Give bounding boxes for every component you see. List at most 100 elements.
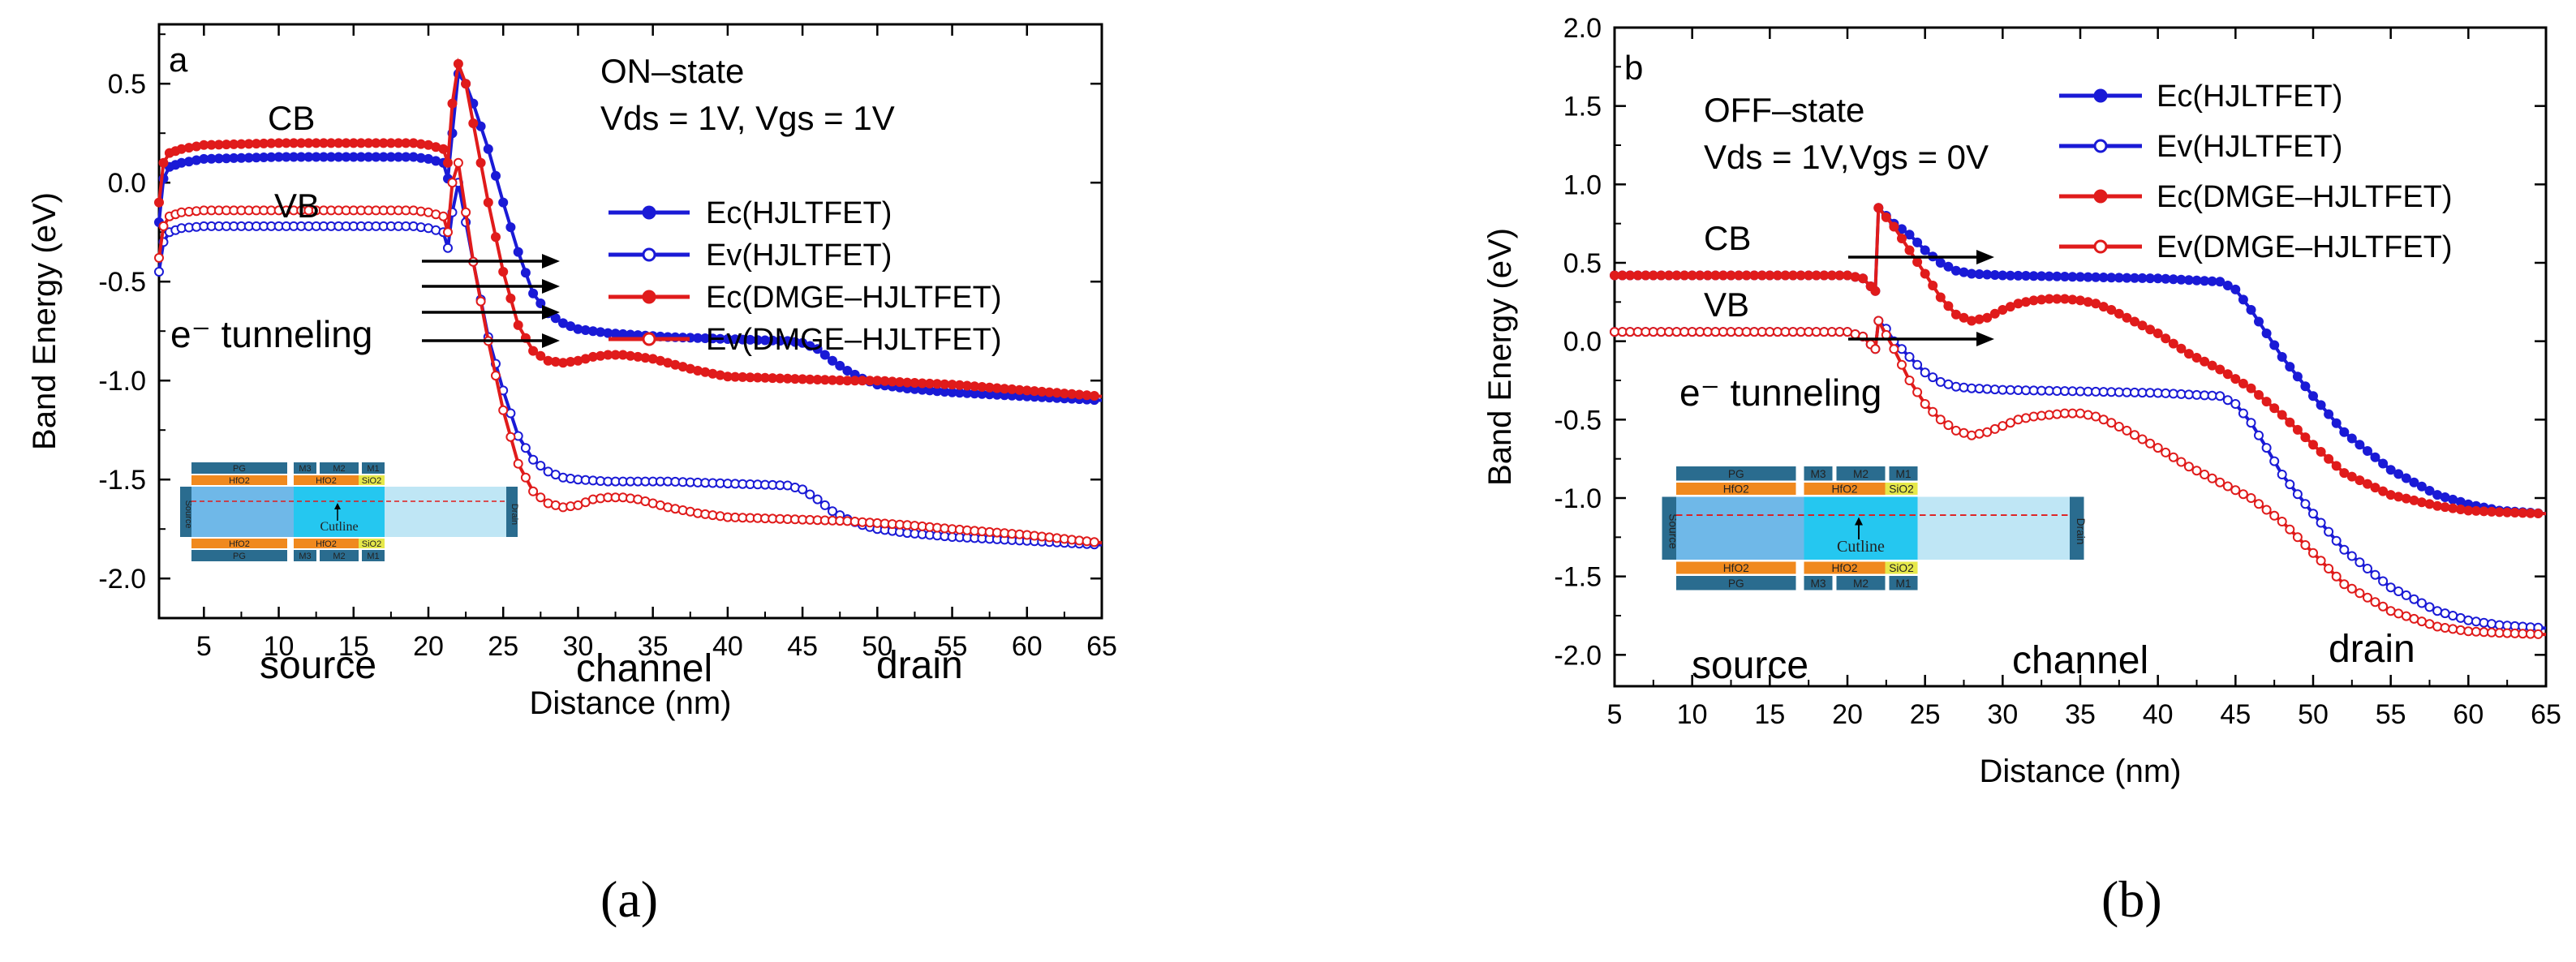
data-point (2385, 465, 2396, 475)
drain-region (385, 487, 506, 537)
data-point (2432, 490, 2443, 500)
x-tick-label: 55 (2376, 699, 2406, 730)
data-point (2200, 276, 2210, 286)
data-point (2401, 590, 2411, 600)
x-tick-label: 30 (563, 631, 594, 662)
legend-marker (642, 247, 656, 262)
data-point (461, 207, 471, 217)
data-point (1897, 234, 1907, 243)
y-tick-label: -1.5 (98, 465, 146, 496)
data-point (1671, 327, 1682, 337)
y-axis-label: Band Energy (eV) (1482, 228, 1518, 486)
data-point (528, 486, 539, 496)
data-point (2230, 399, 2241, 409)
data-point (2385, 582, 2396, 593)
data-point (158, 157, 169, 168)
data-point (2363, 592, 2372, 603)
data-point (2339, 544, 2350, 555)
data-point (1998, 384, 2008, 395)
data-point (2355, 440, 2365, 450)
hfo2-label: HfO2 (1723, 562, 1749, 574)
x-tick-label: 50 (2298, 699, 2329, 730)
bottom-pg-gate (1676, 576, 1796, 591)
hfo2-label: HfO2 (1723, 483, 1749, 496)
data-point (2238, 294, 2248, 305)
cutline-arrowhead (334, 503, 341, 509)
data-point (2152, 388, 2163, 398)
data-point (1897, 344, 1907, 354)
data-point (2440, 608, 2450, 619)
top-hfo2 (1676, 483, 1796, 495)
data-point (1843, 327, 1852, 337)
tunneling-arrowhead (542, 333, 560, 348)
bottom-pg-gate (191, 550, 287, 561)
data-point (2238, 408, 2248, 419)
data-point (2191, 466, 2202, 476)
data-point (505, 432, 516, 442)
data-point (498, 405, 509, 415)
channel-region (294, 487, 385, 537)
data-point (491, 170, 501, 181)
data-point (2471, 626, 2481, 637)
data-point (2075, 408, 2085, 419)
data-point (2416, 598, 2427, 608)
state-title: ON–state (600, 52, 744, 90)
data-point (1610, 327, 1619, 337)
data-point (2091, 298, 2101, 309)
bottom-metal-gate (1836, 576, 1886, 591)
data-point (2005, 418, 2015, 428)
gate_m3-label: M3 (299, 464, 311, 474)
gate_m3-label: M3 (1810, 578, 1826, 590)
x-tick-label: 40 (2143, 699, 2174, 730)
hfo2-label: HfO2 (1831, 562, 1857, 574)
data-point (2300, 540, 2311, 550)
data-point (1850, 272, 1860, 282)
data-point (535, 350, 546, 361)
data-point (1625, 327, 1636, 337)
legend-marker (2093, 88, 2108, 103)
data-point (1904, 245, 1915, 256)
x-tick-label: 55 (937, 631, 968, 662)
data-point (2161, 388, 2171, 398)
data-point (2013, 385, 2023, 395)
data-point (1726, 327, 1736, 337)
data-point (1850, 329, 1860, 339)
data-point (2424, 499, 2435, 509)
bottom-metal-gate (1889, 576, 1918, 591)
data-point (2479, 617, 2489, 628)
data-point (2370, 569, 2380, 580)
legend-label: Ec(HJLTFET) (2157, 79, 2342, 114)
data-point (2292, 532, 2303, 543)
data-point (1749, 327, 1760, 337)
data-point (2183, 349, 2194, 359)
bias-text: Vds = 1V,Vgs = 0V (1704, 138, 1989, 176)
top-sio2 (1885, 483, 1918, 495)
data-point (1834, 327, 1845, 337)
data-point (1959, 312, 1969, 323)
data-point (2005, 384, 2015, 395)
data-point (1679, 270, 1690, 281)
y-tick-label: -1.0 (1554, 483, 1602, 514)
top-metal-gate (320, 462, 359, 474)
x-tick-label: 10 (264, 631, 295, 662)
data-point (2385, 490, 2396, 500)
data-point (2393, 469, 2404, 479)
data-point (707, 368, 718, 379)
data-point (2114, 387, 2124, 397)
data-point (2316, 556, 2326, 566)
data-point (1819, 327, 1830, 337)
data-point (453, 58, 463, 69)
data-point (2339, 468, 2350, 479)
data-point (2215, 364, 2226, 375)
data-point (2168, 274, 2178, 285)
x-tick-label: 60 (2453, 699, 2484, 730)
data-point (1935, 376, 1946, 387)
data-point (2091, 386, 2101, 397)
drain-contact-label: Drain (2075, 518, 2087, 545)
data-point (2448, 624, 2458, 634)
x-axis-label: Distance (nm) (530, 685, 732, 721)
pg-label: PG (233, 552, 246, 561)
data-point (513, 320, 523, 330)
data-point (2207, 473, 2217, 483)
data-point (2292, 424, 2303, 435)
